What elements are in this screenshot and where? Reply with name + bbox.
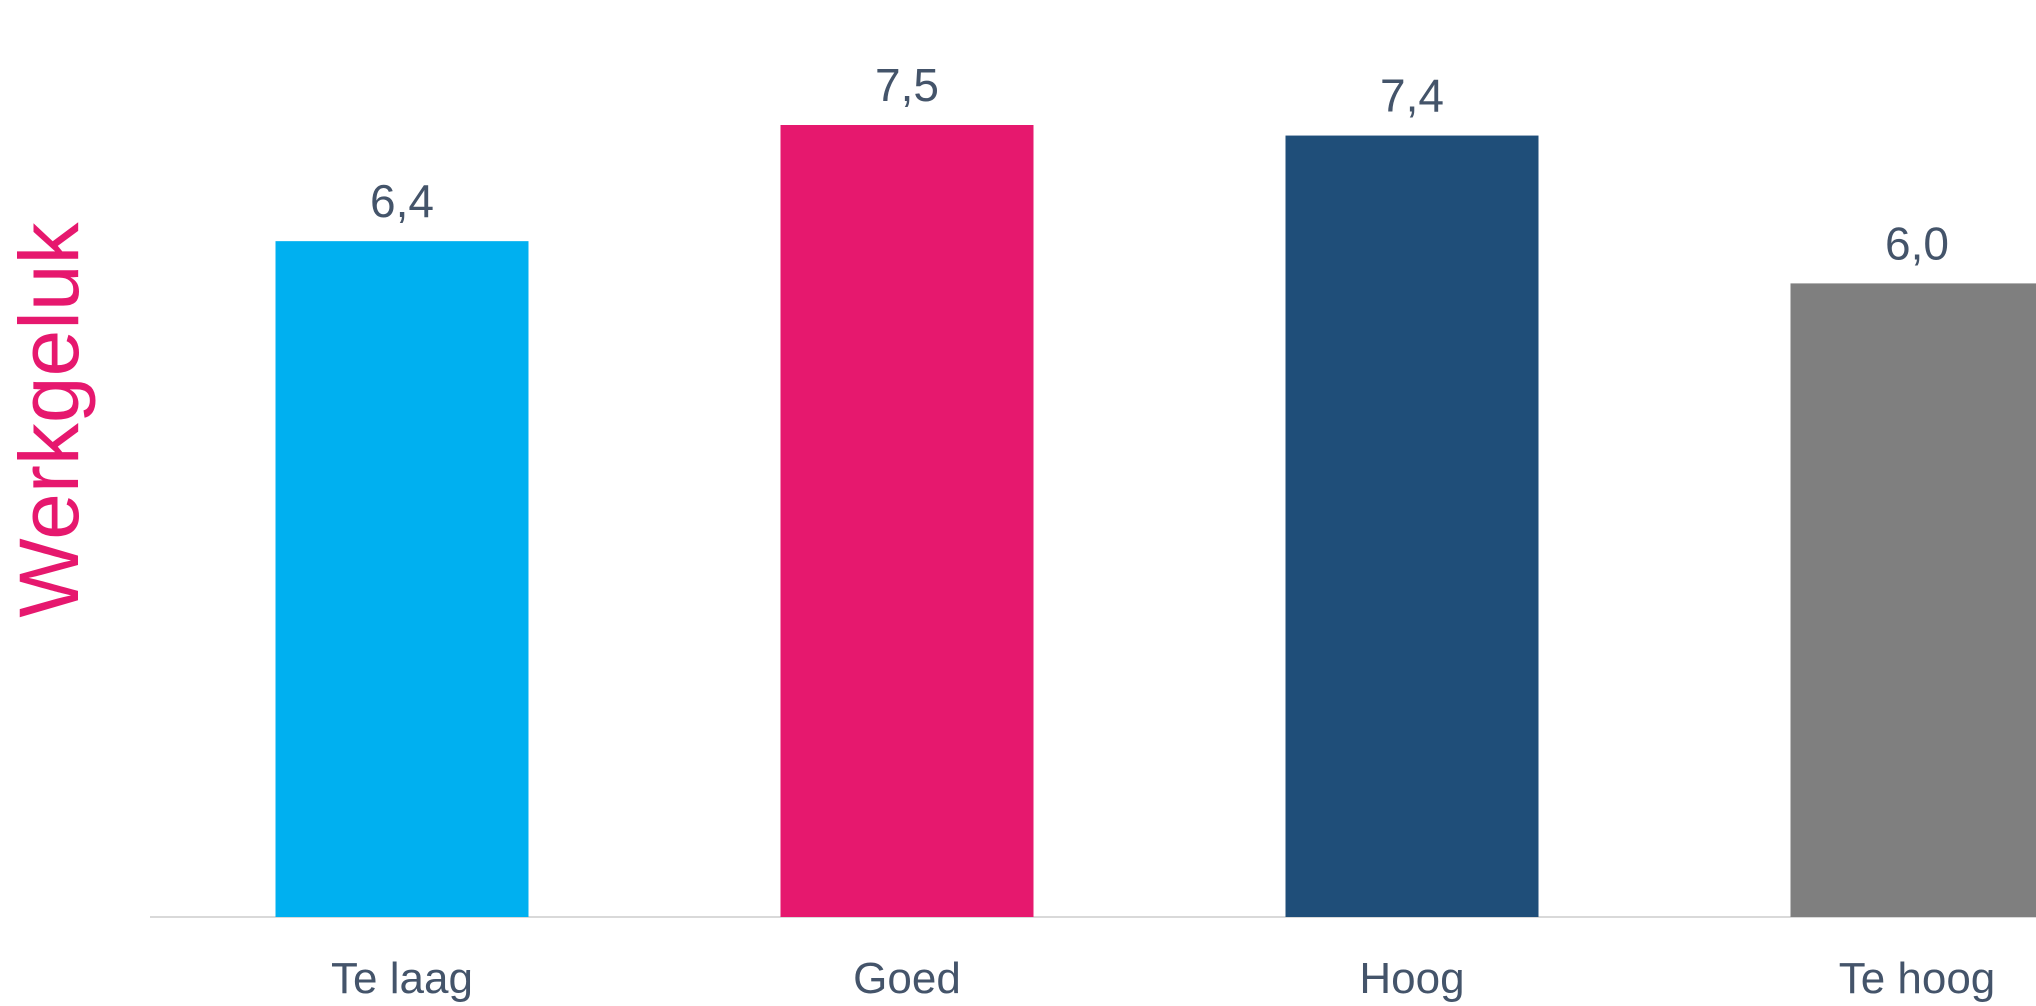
x-tick-labels-group: Te laag Goed Hoog Te hoog	[331, 954, 1995, 1003]
bar-hoog	[1285, 135, 1539, 917]
y-axis-label: Werkgeluk	[2, 221, 96, 617]
bar-goed	[780, 125, 1034, 917]
x-tick-label: Hoog	[1359, 954, 1464, 1003]
data-label: 6,0	[1885, 217, 1949, 269]
x-tick-label: Goed	[853, 954, 961, 1003]
data-labels-group: 6,4 7,5 7,4 6,0	[370, 59, 1949, 269]
data-label: 7,4	[1380, 70, 1444, 122]
x-tick-label: Te hoog	[1839, 954, 1996, 1003]
data-label: 7,5	[875, 59, 939, 111]
bar-te-hoog	[1790, 283, 2036, 917]
data-label: 6,4	[370, 175, 434, 227]
bars-group	[275, 125, 2036, 917]
bar-te-laag	[275, 241, 529, 917]
x-tick-label: Te laag	[331, 954, 473, 1003]
